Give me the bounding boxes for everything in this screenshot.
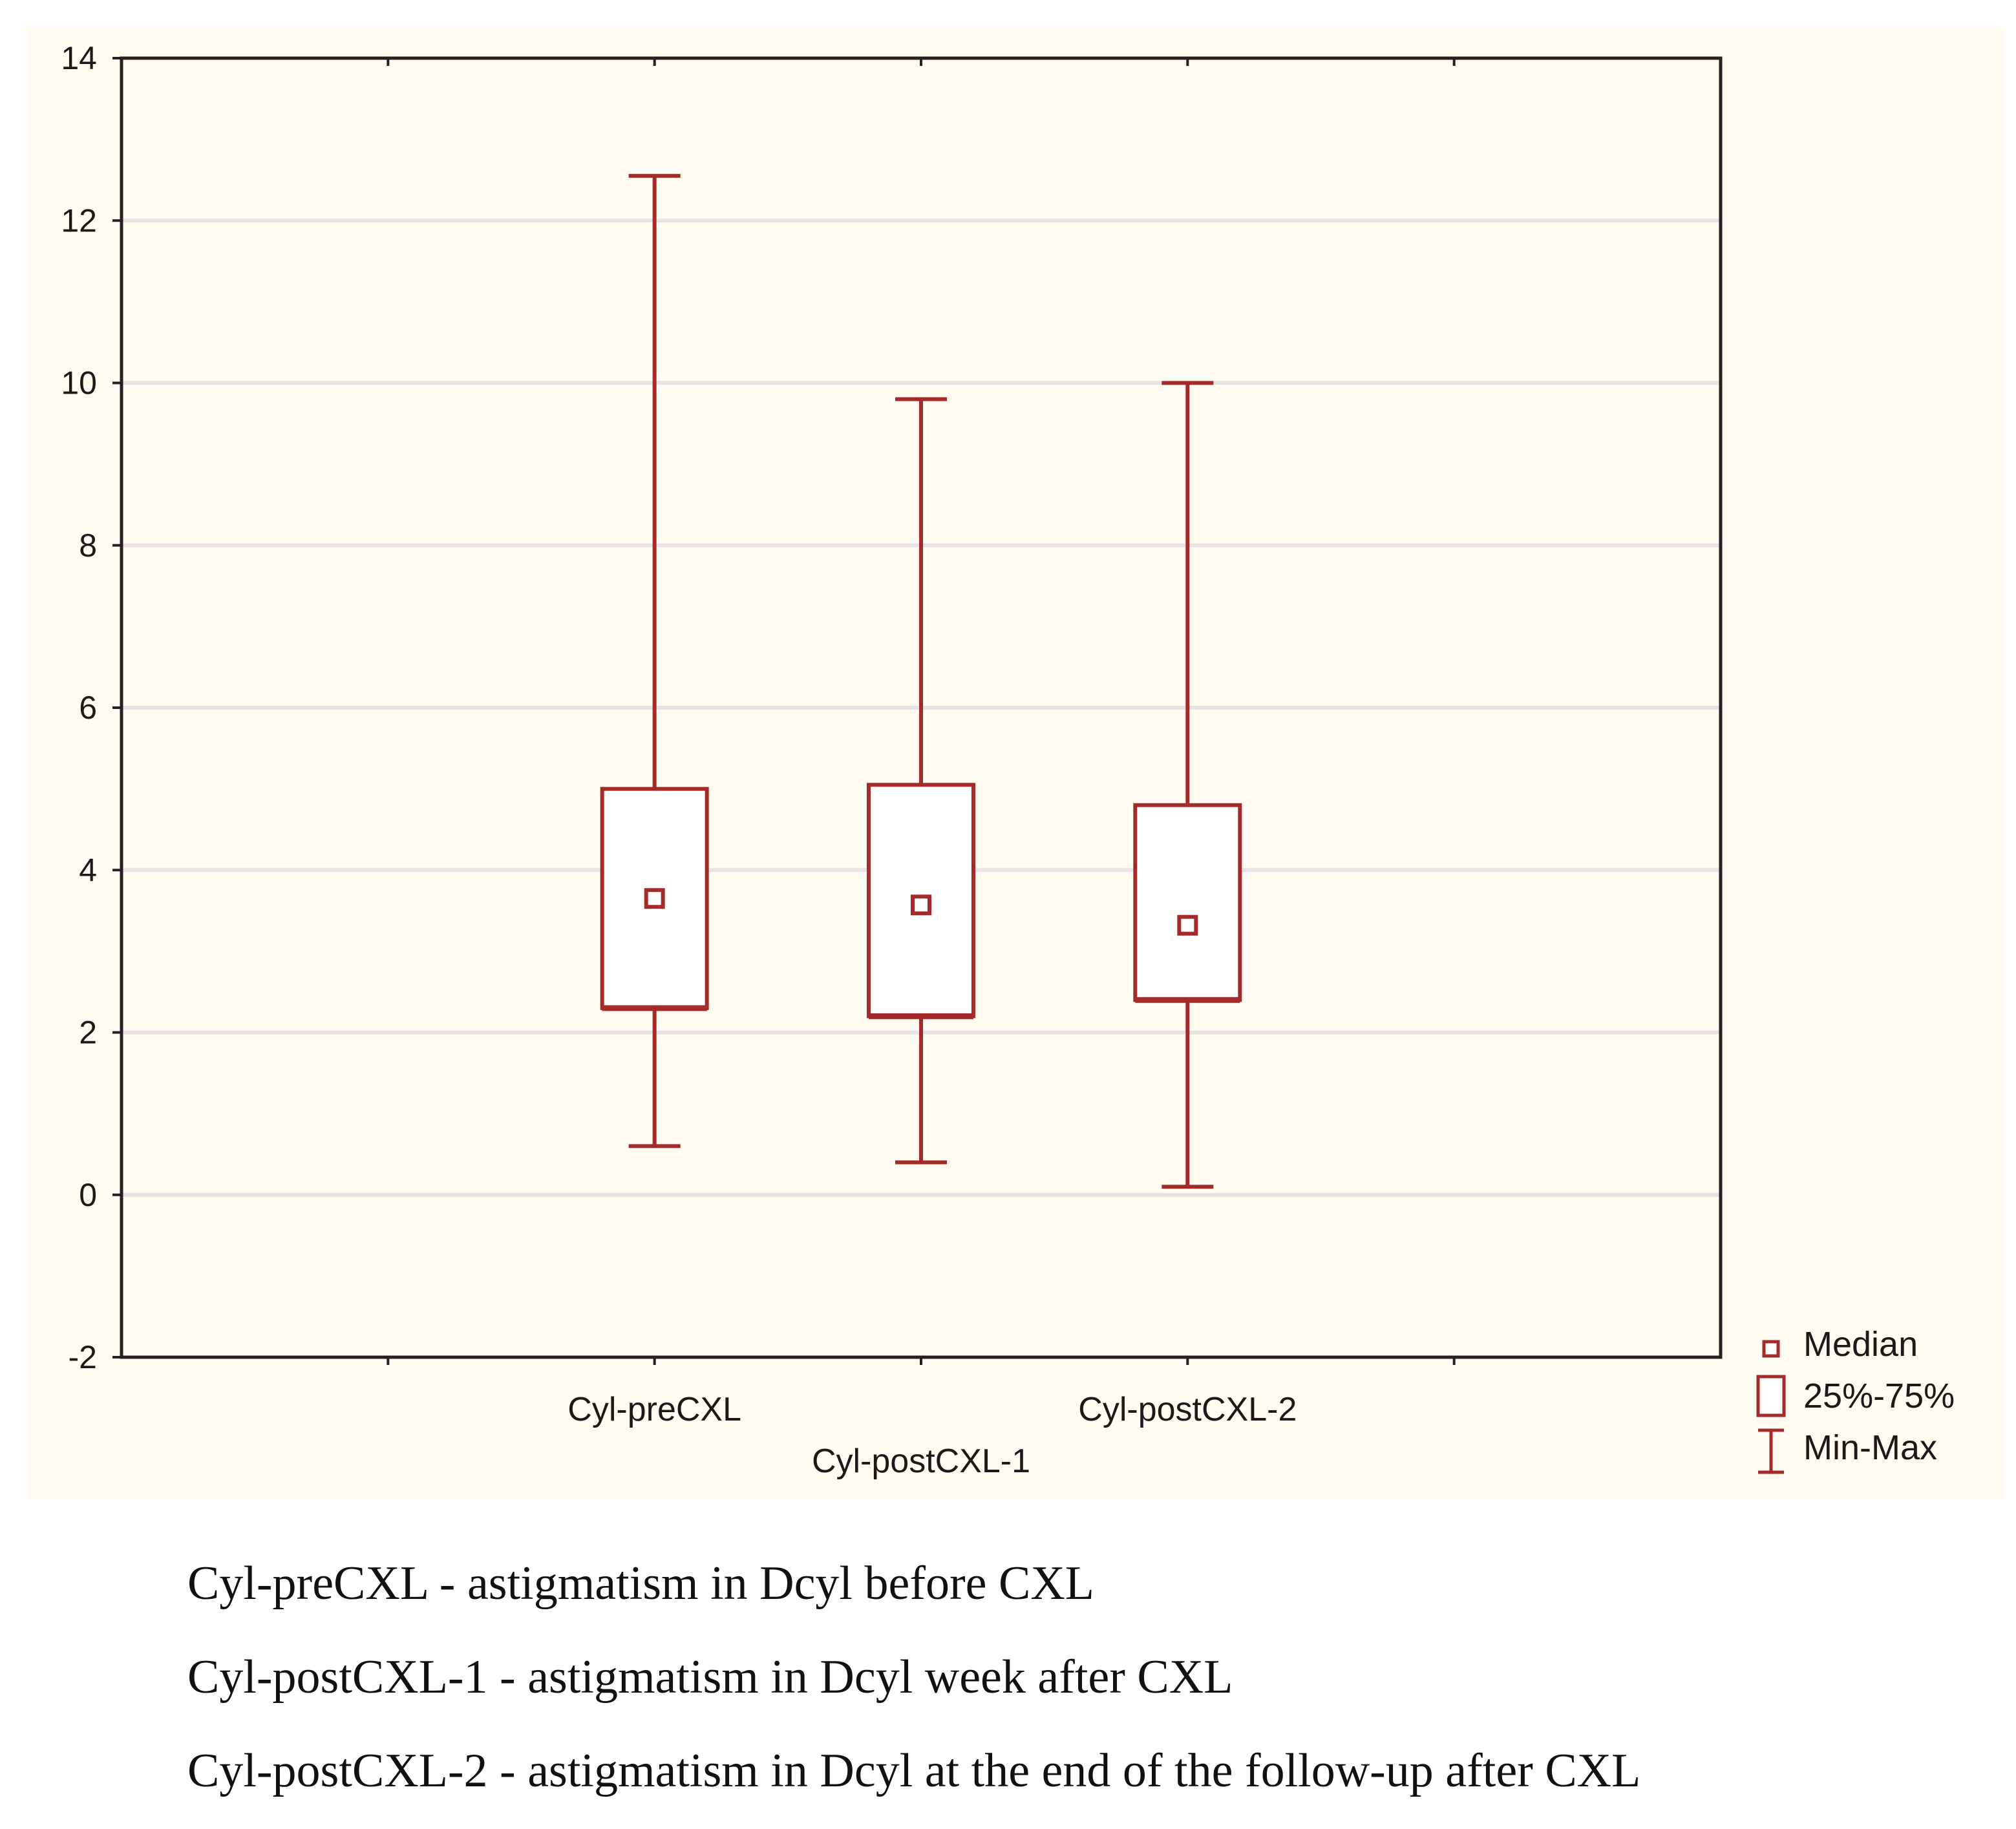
x-category-label: Cyl-preCXL: [568, 1391, 741, 1428]
iqr-box: [1133, 803, 1242, 1002]
chart-panel: -2 0 2 4 6 8 10 12 14 Cyl-preCXL Cyl-postCXL-1 Cyl-…: [26, 26, 2004, 1499]
caption-line: Cyl-postCXL-2 - astigmatism in Dcyl at t…: [187, 1744, 1641, 1797]
y-tick-label: 4: [79, 852, 97, 888]
caption-line: Cyl-postCXL-1 - astigmatism in Dcyl week…: [187, 1651, 1233, 1704]
y-tick-label: 14: [61, 40, 97, 76]
legend-box-symbol: [1756, 1375, 1786, 1417]
caption-block: Cyl-preCXL - astigmatism in Dcyl before …: [187, 1548, 1997, 1829]
y-tick-label: 0: [79, 1177, 97, 1213]
y-tick-label: 6: [79, 690, 97, 726]
legend-label: Min-Max: [1803, 1428, 1937, 1467]
median-marker: [644, 888, 665, 909]
legend-median-symbol: [1762, 1340, 1780, 1358]
x-category-label: Cyl-postCXL-1: [812, 1443, 1030, 1480]
median-marker: [911, 894, 931, 916]
y-tick-label: 8: [79, 527, 97, 564]
y-tick-label: 2: [79, 1015, 97, 1051]
legend-label: 25%-75%: [1803, 1377, 1955, 1415]
caption-line: Cyl-preCXL - astigmatism in Dcyl before …: [187, 1557, 1094, 1610]
legend-label: Median: [1803, 1325, 1918, 1364]
median-marker: [1177, 914, 1198, 936]
x-category-label: Cyl-postCXL-2: [1078, 1391, 1297, 1428]
y-tick-label: 12: [61, 202, 97, 238]
y-tick-label: -2: [69, 1339, 97, 1375]
boxplot-chart: -2 0 2 4 6 8 10 12 14 Cyl-preCXL Cyl-postCXL-1 Cyl-…: [61, 40, 1955, 1480]
y-tick-label: 10: [61, 365, 97, 401]
